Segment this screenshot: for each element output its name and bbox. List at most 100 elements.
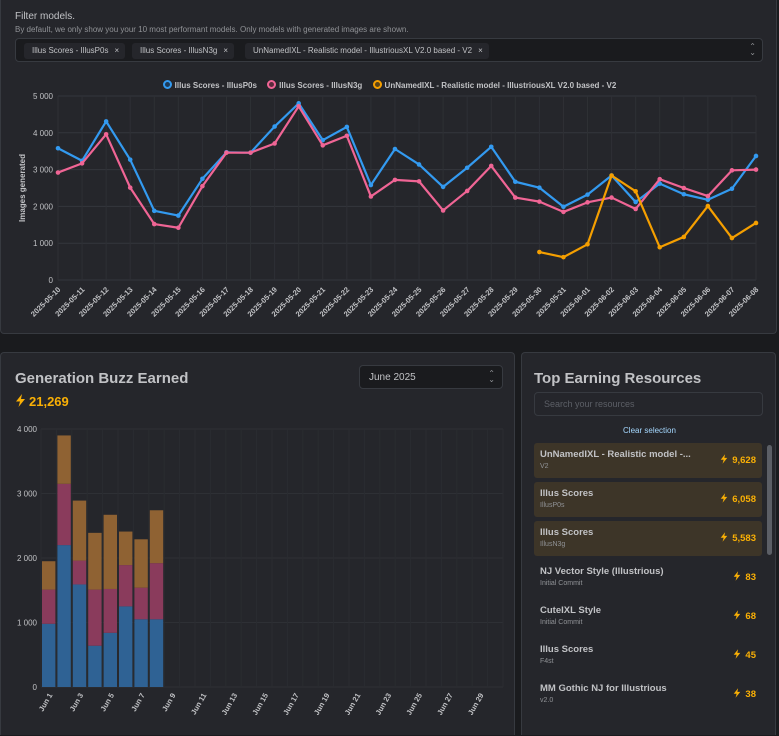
resource-item[interactable]: CuteIXL Style Initial Commit 68	[534, 599, 762, 634]
data-point[interactable]	[55, 145, 61, 151]
bar-segment[interactable]	[103, 514, 117, 589]
data-point[interactable]	[272, 124, 277, 129]
data-point[interactable]	[753, 153, 759, 159]
data-point[interactable]	[657, 181, 663, 186]
bar-segment[interactable]	[88, 532, 102, 590]
bar-segment[interactable]	[88, 589, 102, 646]
data-point[interactable]	[729, 168, 735, 173]
month-select[interactable]: June 2025 ⌃ ⌄	[359, 365, 503, 389]
bar-segment[interactable]	[119, 606, 133, 687]
data-point[interactable]	[200, 176, 205, 182]
bar-segment[interactable]	[88, 645, 102, 687]
data-point[interactable]	[176, 225, 181, 231]
data-point[interactable]	[633, 189, 638, 194]
data-point[interactable]	[488, 144, 494, 150]
data-point[interactable]	[55, 170, 61, 175]
data-point[interactable]	[609, 195, 614, 200]
data-point[interactable]	[681, 185, 687, 191]
data-point[interactable]	[513, 195, 518, 200]
bar-segment[interactable]	[134, 539, 148, 588]
model-multiselect[interactable]: Illus Scores - IllusP0s × Illus Scores - …	[15, 38, 763, 62]
data-point[interactable]	[151, 208, 157, 214]
data-point[interactable]	[248, 150, 253, 155]
data-point[interactable]	[272, 141, 277, 146]
bar-segment[interactable]	[72, 560, 87, 585]
data-point[interactable]	[585, 192, 590, 197]
legend-item[interactable]: Illus Scores - IllusP0s	[162, 80, 257, 90]
bar-segment[interactable]	[103, 632, 117, 687]
data-point[interactable]	[464, 188, 470, 194]
resource-item[interactable]: NJ Vector Style (Illustrious) Initial Com…	[534, 560, 762, 595]
data-point[interactable]	[537, 249, 542, 255]
data-point[interactable]	[609, 173, 614, 178]
data-point[interactable]	[440, 208, 446, 213]
data-point[interactable]	[416, 179, 422, 184]
bar-segment[interactable]	[119, 565, 133, 607]
data-point[interactable]	[296, 104, 301, 109]
data-point[interactable]	[200, 183, 205, 189]
resource-item[interactable]: Illus Scores IllusP0s 6,058	[534, 482, 762, 517]
data-point[interactable]	[392, 146, 398, 152]
bar-segment[interactable]	[149, 510, 164, 564]
legend-item[interactable]: UnNamedIXL - Realistic model - Illustrio…	[372, 80, 616, 90]
bar-segment[interactable]	[119, 531, 133, 566]
close-icon[interactable]: ×	[478, 46, 483, 55]
close-icon[interactable]: ×	[223, 46, 229, 55]
bar-segment[interactable]	[103, 588, 117, 633]
data-point[interactable]	[464, 165, 470, 171]
data-point[interactable]	[729, 235, 735, 241]
bar-segment[interactable]	[149, 619, 164, 687]
bar-segment[interactable]	[42, 561, 56, 590]
data-point[interactable]	[176, 213, 181, 218]
data-point[interactable]	[657, 176, 663, 182]
data-point[interactable]	[633, 206, 638, 212]
data-point[interactable]	[705, 193, 711, 199]
bar-segment[interactable]	[72, 500, 87, 561]
data-point[interactable]	[729, 186, 735, 192]
data-point[interactable]	[753, 220, 759, 226]
data-point[interactable]	[633, 199, 638, 205]
data-point[interactable]	[561, 204, 566, 210]
data-point[interactable]	[103, 119, 109, 124]
resource-item[interactable]: UnNamedIXL - Realistic model -... V2 9,628	[534, 443, 762, 478]
data-point[interactable]	[585, 242, 590, 247]
data-point[interactable]	[440, 184, 446, 190]
bar-segment[interactable]	[57, 483, 71, 546]
data-point[interactable]	[151, 221, 157, 227]
resource-item[interactable]: Illus Scores IllusN3g 5,583	[534, 521, 762, 556]
data-point[interactable]	[681, 234, 687, 240]
data-point[interactable]	[753, 167, 759, 172]
data-point[interactable]	[561, 254, 566, 260]
bar-segment[interactable]	[42, 623, 56, 687]
resource-item[interactable]: MM Gothic NJ for Illustrious v2.0 38	[534, 677, 762, 712]
data-point[interactable]	[705, 197, 711, 203]
data-point[interactable]	[681, 191, 687, 197]
data-point[interactable]	[224, 150, 229, 155]
data-point[interactable]	[344, 124, 350, 130]
close-icon[interactable]: ×	[114, 46, 120, 55]
bar-segment[interactable]	[57, 545, 71, 687]
data-point[interactable]	[561, 209, 566, 215]
bar-segment[interactable]	[57, 435, 71, 484]
bar-segment[interactable]	[72, 584, 87, 687]
data-point[interactable]	[416, 162, 422, 167]
data-point[interactable]	[79, 161, 85, 166]
bar-segment[interactable]	[42, 589, 56, 624]
bar-segment[interactable]	[149, 563, 164, 620]
data-point[interactable]	[103, 131, 109, 137]
resource-search-input[interactable]	[534, 392, 763, 416]
legend-item[interactable]: Illus Scores - IllusN3g	[267, 80, 362, 90]
bar-segment[interactable]	[134, 587, 148, 620]
data-point[interactable]	[537, 185, 542, 190]
clear-selection-link[interactable]: Clear selection	[623, 426, 676, 435]
resource-item[interactable]: Illus Scores F4st 45	[534, 638, 762, 673]
scrollbar[interactable]	[767, 445, 772, 555]
data-point[interactable]	[320, 143, 326, 148]
data-point[interactable]	[657, 244, 663, 250]
data-point[interactable]	[513, 179, 518, 185]
chevron-updown-icon[interactable]: ⌃ ⌄	[749, 42, 756, 57]
data-point[interactable]	[392, 177, 398, 183]
data-point[interactable]	[488, 163, 494, 169]
data-point[interactable]	[344, 133, 350, 139]
data-point[interactable]	[537, 199, 542, 204]
